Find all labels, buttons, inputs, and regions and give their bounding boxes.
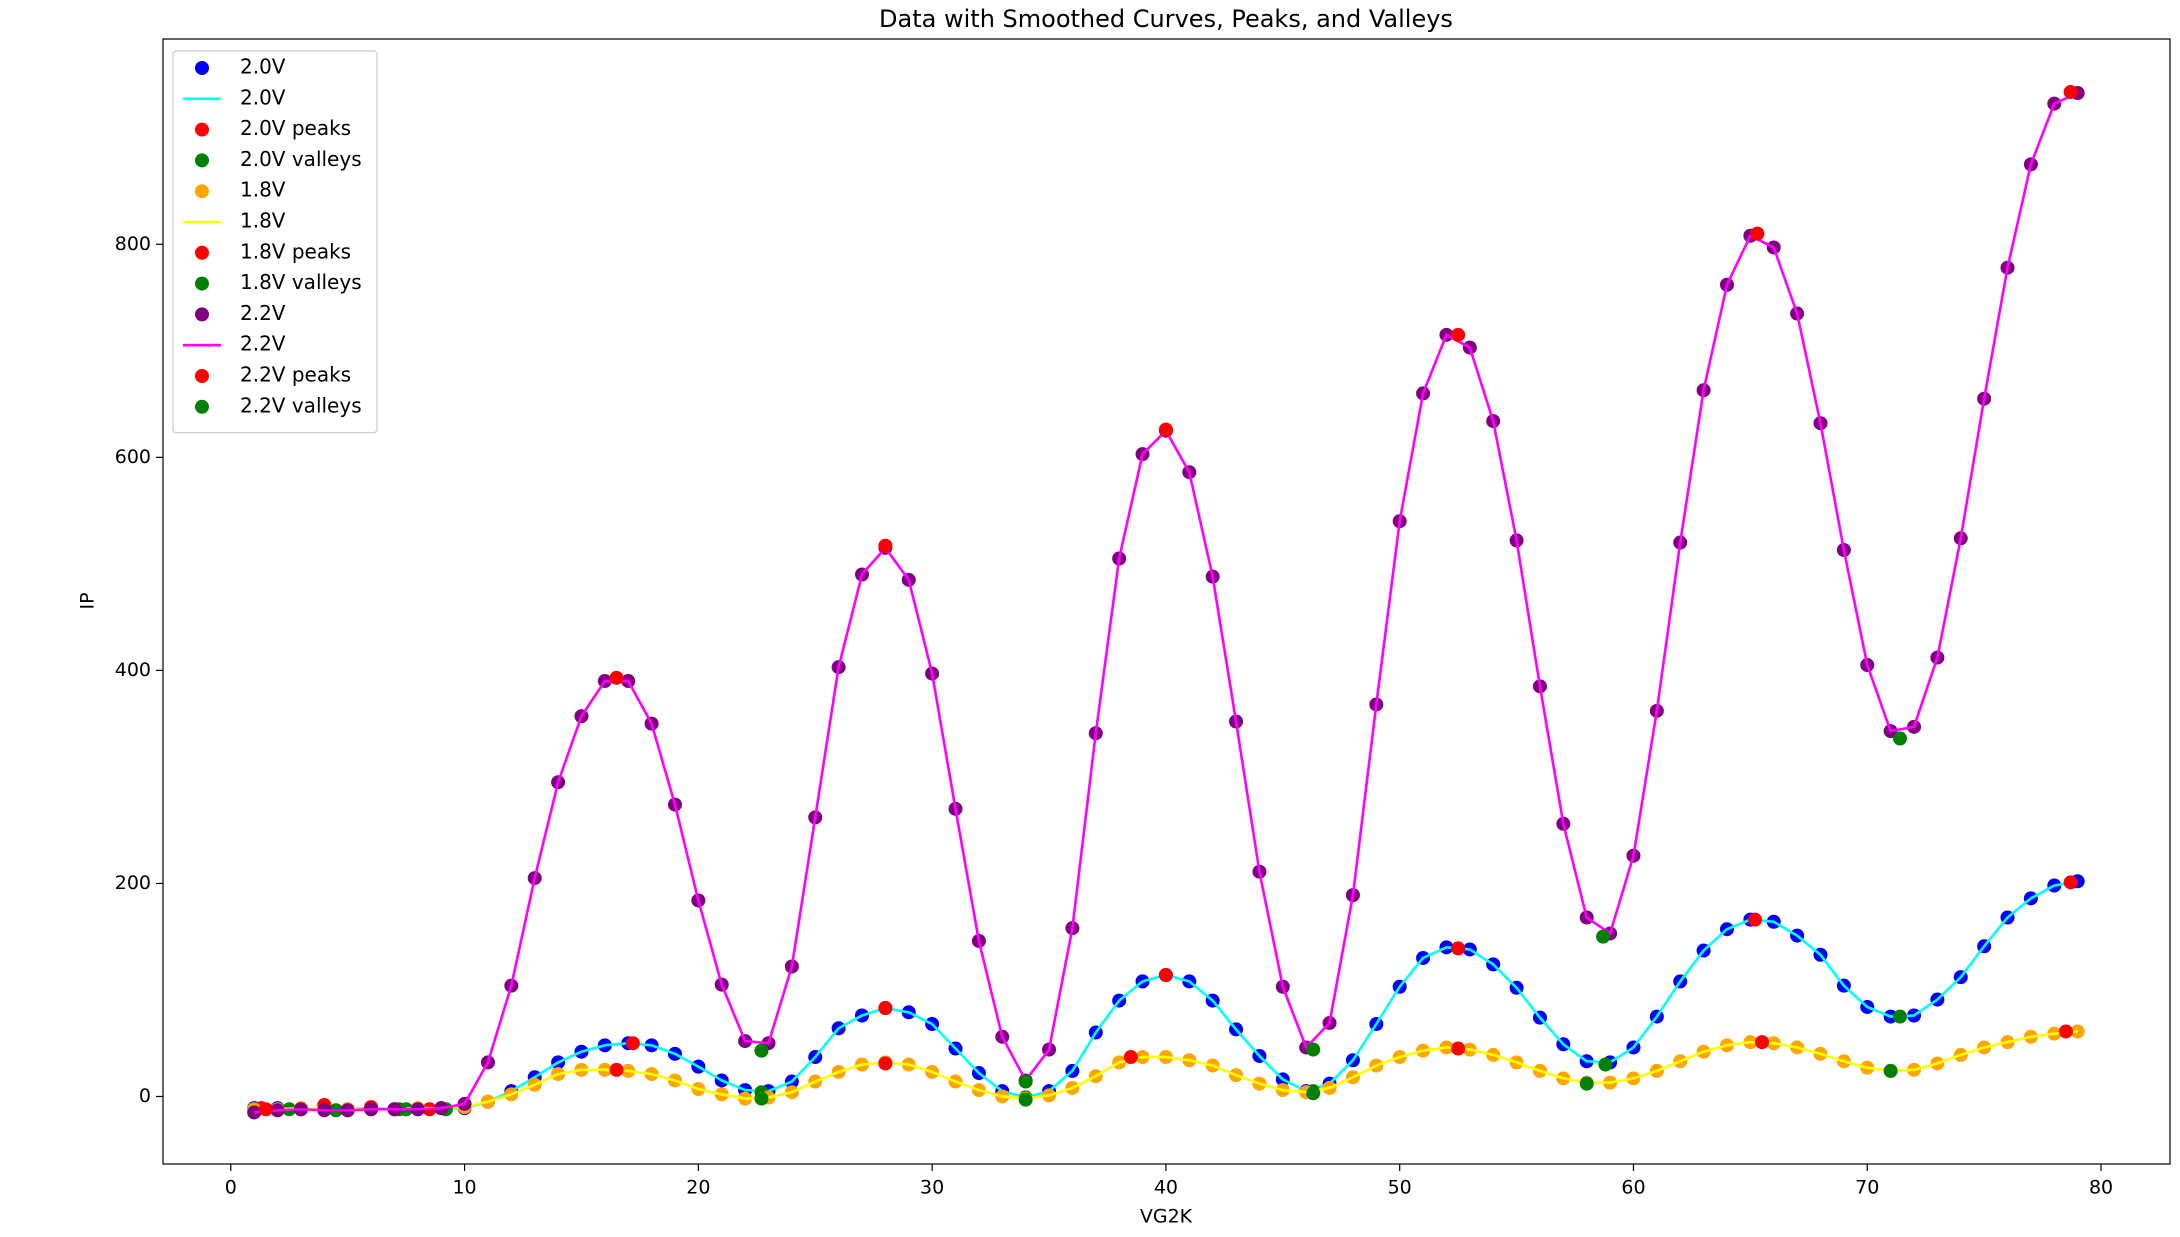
scatter-point — [1892, 731, 1907, 746]
x-tick-label: 70 — [1855, 1177, 1879, 1199]
legend-label: 2.2V valleys — [240, 393, 362, 417]
scatter-point — [1018, 1092, 1033, 1107]
y-axis-label: IP — [77, 592, 99, 609]
x-tick-label: 80 — [2089, 1177, 2113, 1199]
scatter-point — [258, 1102, 273, 1117]
y-tick-label: 800 — [115, 233, 151, 255]
legend-marker — [195, 184, 209, 199]
scatter-point — [1123, 1050, 1138, 1065]
scatter-point — [2058, 1024, 2073, 1039]
x-tick-label: 50 — [1388, 1177, 1412, 1199]
legend-label: 2.0V — [240, 55, 286, 79]
legend: 2.0V 2.0V 2.0V peaks 2.0V valleys 1.8V 1.8V 1.… — [172, 50, 378, 434]
scatter-point — [878, 1001, 893, 1016]
scatter-point — [1018, 1074, 1033, 1089]
x-tick-label: 60 — [1621, 1177, 1645, 1199]
y-tick-label: 0 — [139, 1085, 151, 1107]
scatter-point — [878, 1056, 893, 1071]
legend-marker — [195, 122, 209, 137]
legend-marker — [195, 61, 209, 75]
legend-label: 2.0V — [240, 85, 286, 109]
chart-title: Data with Smoothed Curves, Peaks, and Va… — [879, 5, 1453, 33]
y-tick-label: 200 — [115, 872, 151, 894]
scatter-point — [1451, 327, 1466, 342]
plot-frame — [162, 38, 2171, 1165]
scatter-point — [1883, 1063, 1898, 1078]
scatter-point — [609, 670, 624, 685]
scatter-point — [1451, 1041, 1466, 1056]
scatter-point — [2063, 84, 2078, 99]
legend-marker — [195, 399, 209, 414]
scatter-point — [754, 1091, 769, 1106]
legend-label: 1.8V valleys — [240, 270, 362, 294]
legend-marker — [195, 276, 209, 291]
y-tick-label: 400 — [115, 659, 151, 681]
x-tick-label: 10 — [452, 1177, 476, 1199]
scatter-point — [1306, 1086, 1321, 1101]
legend-label: 1.8V peaks — [240, 239, 351, 263]
legend-label: 2.2V — [240, 301, 286, 325]
legend-marker — [195, 245, 209, 260]
x-tick-label: 30 — [920, 1177, 944, 1199]
legend-marker — [195, 369, 209, 383]
legend-label: 1.8V — [240, 178, 286, 202]
scatter-point — [1892, 1009, 1907, 1024]
scatter-point — [1750, 226, 1765, 241]
scatter-point — [1596, 929, 1611, 944]
legend-label: 2.2V — [240, 332, 286, 356]
scatter-point — [2063, 875, 2078, 890]
scatter-point — [1158, 422, 1173, 437]
scatter-point — [1748, 912, 1763, 927]
series-line — [254, 1030, 2078, 1111]
legend-label: 1.8V — [240, 209, 286, 233]
series-line — [254, 91, 2079, 1114]
scatter-point — [1158, 968, 1173, 983]
scatter-point — [609, 1062, 624, 1077]
x-tick-label: 20 — [686, 1177, 710, 1199]
scatter-point — [1755, 1035, 1770, 1050]
scatter-point — [1598, 1057, 1613, 1072]
plot-area — [247, 84, 2085, 1120]
legend-marker — [195, 307, 209, 322]
legend-label: 2.2V peaks — [240, 363, 351, 387]
scatter-point — [754, 1043, 769, 1058]
scatter-point — [625, 1036, 640, 1051]
scatter-point — [1579, 1076, 1594, 1091]
legend-box — [172, 50, 378, 434]
x-tick-label: 40 — [1154, 1177, 1178, 1199]
scatter-point — [878, 538, 893, 553]
scatter-point — [1451, 941, 1466, 956]
legend-marker — [195, 153, 209, 168]
legend-label: 2.0V valleys — [240, 147, 362, 171]
legend-label: 2.0V peaks — [240, 116, 351, 140]
x-tick-label: 0 — [225, 1177, 237, 1199]
x-axis-label: VG2K — [1140, 1206, 1193, 1228]
scatter-point — [1306, 1042, 1321, 1057]
y-tick-label: 600 — [115, 446, 151, 468]
